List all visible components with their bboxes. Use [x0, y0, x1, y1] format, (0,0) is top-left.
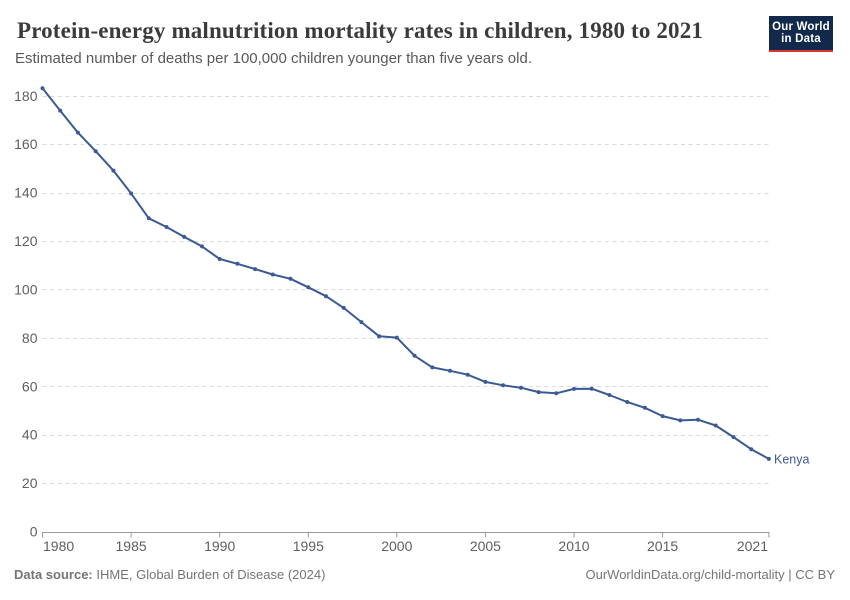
svg-text:60: 60 — [22, 378, 38, 394]
svg-text:2021: 2021 — [737, 538, 768, 554]
svg-text:180: 180 — [14, 88, 38, 104]
svg-text:1985: 1985 — [116, 538, 147, 554]
svg-text:100: 100 — [14, 281, 38, 297]
svg-text:140: 140 — [14, 185, 38, 201]
svg-text:2000: 2000 — [381, 538, 412, 554]
svg-text:2015: 2015 — [647, 538, 678, 554]
svg-text:20: 20 — [22, 475, 38, 491]
svg-text:160: 160 — [14, 136, 38, 152]
svg-text:Kenya: Kenya — [774, 452, 809, 466]
svg-text:0: 0 — [30, 524, 38, 540]
svg-text:80: 80 — [22, 330, 38, 346]
svg-text:1995: 1995 — [293, 538, 324, 554]
svg-text:1980: 1980 — [43, 538, 74, 554]
svg-text:1990: 1990 — [204, 538, 235, 554]
svg-text:40: 40 — [22, 427, 38, 443]
svg-text:2005: 2005 — [470, 538, 501, 554]
svg-text:120: 120 — [14, 233, 38, 249]
svg-text:2010: 2010 — [558, 538, 589, 554]
